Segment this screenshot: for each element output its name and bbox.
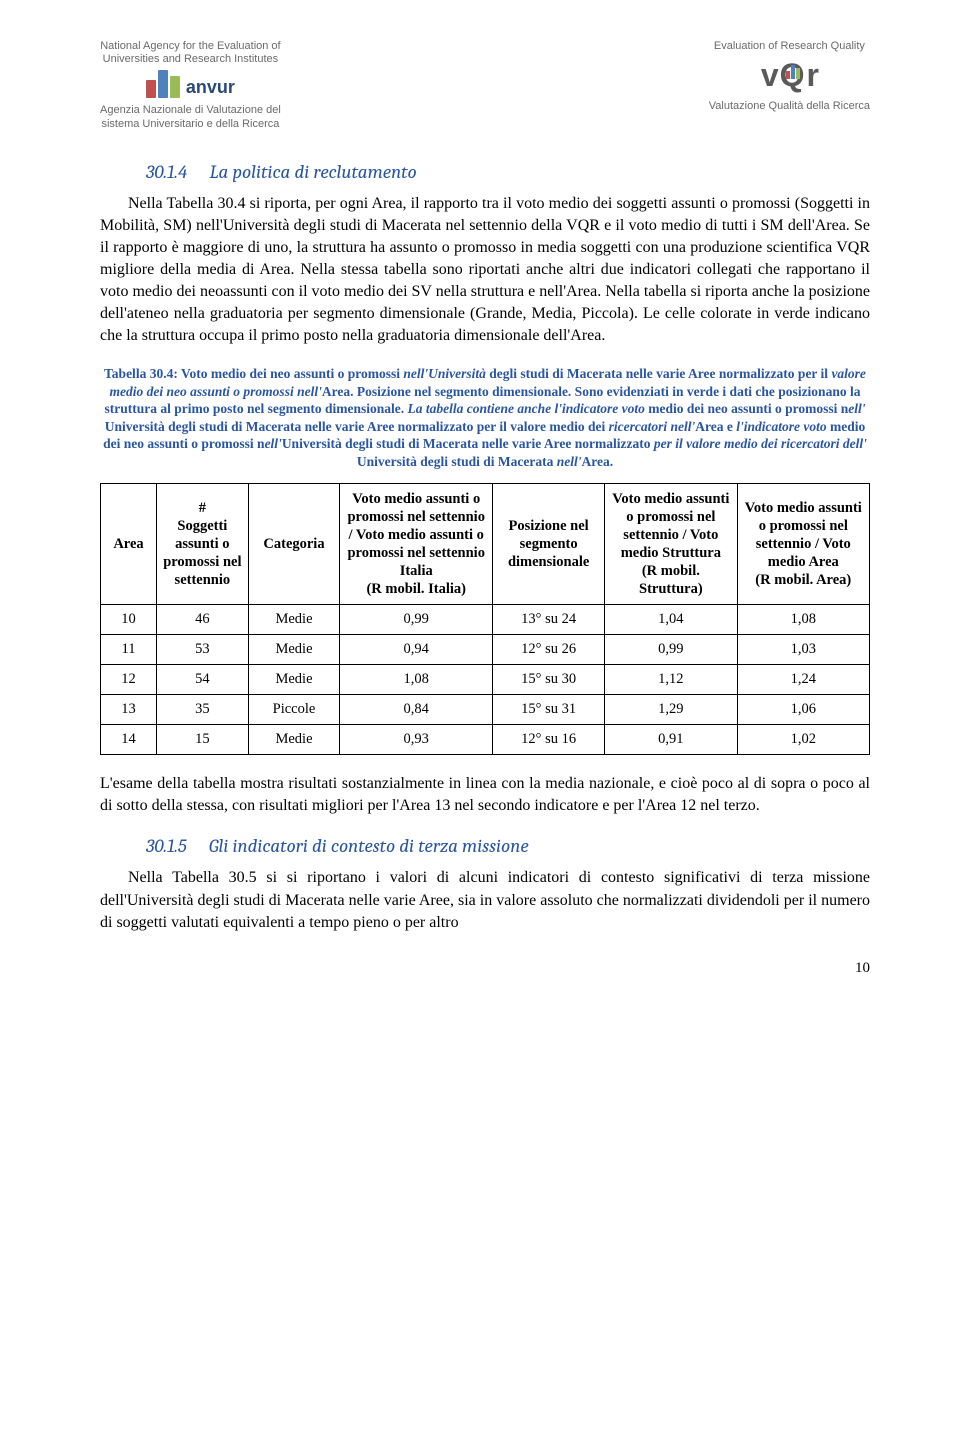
col-posizione: Posizione nel segmento dimensionale [493,483,605,605]
after-table-paragraph: L'esame della tabella mostra risultati s… [100,773,870,817]
anvur-label-en: National Agency for the Evaluation of Un… [100,40,280,66]
section2-paragraph: Nella Tabella 30.5 si si riportano i val… [100,867,870,933]
col-rstruttura: Voto medio assunti o promossi nel setten… [605,483,737,605]
data-table: Area # Soggetti assunti o promossi nel s… [100,483,870,756]
section-heading-3015: 30.1.5 Gli indicatori di contesto di ter… [146,835,870,857]
col-categoria: Categoria [248,483,340,605]
anvur-logo-icon: anvur [146,70,235,98]
section-heading-3014: 30.1.4 La politica di reclutamento [146,161,870,183]
anvur-label-it: Agenzia Nazionale di Valutazione del sis… [100,104,281,130]
section1-paragraph: Nella Tabella 30.4 si riporta, per ogni … [100,193,870,348]
anvur-logo-block: National Agency for the Evaluation of Un… [100,40,281,131]
col-soggetti: # Soggetti assunti o promossi nel setten… [157,483,249,605]
table-body: 10 46 Medie 0,99 13° su 24 1,04 1,08 11 … [101,605,870,755]
section-title: La politica di reclutamento [209,161,416,183]
table-row: 14 15 Medie 0,93 12° su 16 0,91 1,02 [101,725,870,755]
section-number: 30.1.4 [146,161,187,183]
table-row: 11 53 Medie 0,94 12° su 26 0,99 1,03 [101,635,870,665]
anvur-brand-text: anvur [186,77,235,98]
vqr-label-it: Valutazione Qualità della Ricerca [709,100,870,113]
col-rarea: Voto medio assunti o promossi nel setten… [737,483,869,605]
col-ritalia: Voto medio assunti o promossi nel setten… [340,483,493,605]
table-row: 13 35 Piccole 0,84 15° su 31 1,29 1,06 [101,695,870,725]
document-page: National Agency for the Evaluation of Un… [0,0,960,1017]
table-row: 12 54 Medie 1,08 15° su 30 1,12 1,24 [101,665,870,695]
vqr-label-en: Evaluation of Research Quality [714,40,865,53]
page-number: 10 [100,960,870,977]
table-caption: Tabella 30.4: Voto medio dei neo assunti… [100,365,870,470]
vqr-logo-icon: v Q r [761,57,818,94]
table-header-row: Area # Soggetti assunti o promossi nel s… [101,483,870,605]
page-header: National Agency for the Evaluation of Un… [100,40,870,131]
table-row: 10 46 Medie 0,99 13° su 24 1,04 1,08 [101,605,870,635]
vqr-logo-block: Evaluation of Research Quality v Q r Val… [709,40,870,113]
section-number: 30.1.5 [146,835,187,857]
section-title: Gli indicatori di contesto di terza miss… [209,835,529,857]
col-area: Area [101,483,157,605]
